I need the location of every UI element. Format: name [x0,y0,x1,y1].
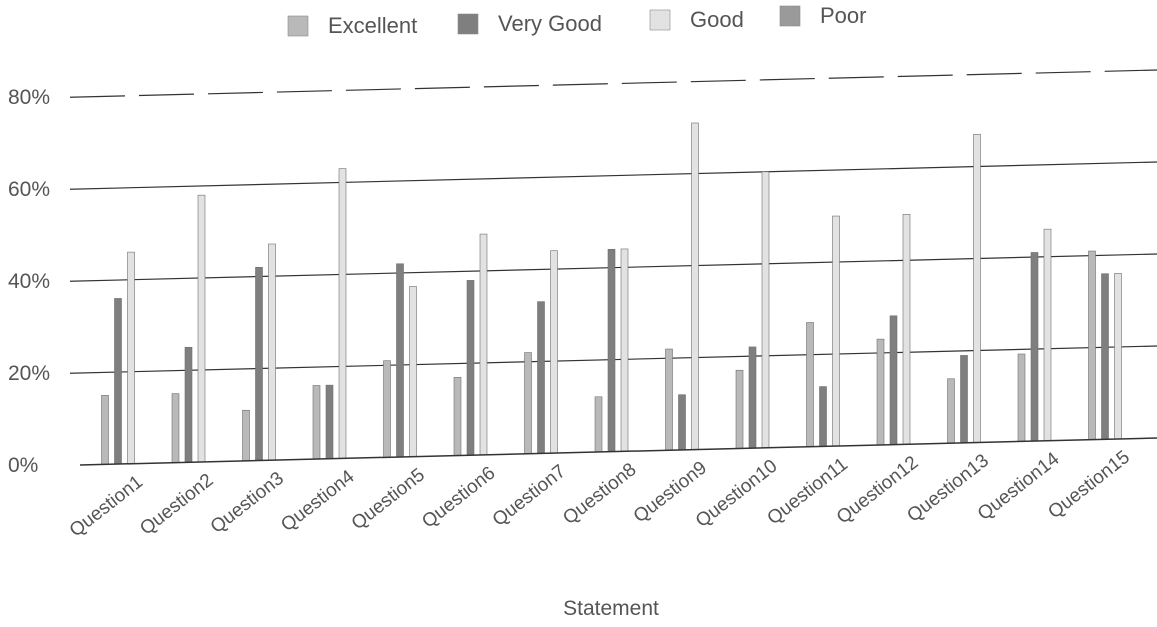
x-axis-title: Statement [563,597,659,620]
legend-label: Very Good [498,11,602,36]
x-axis-line [79,437,1157,466]
bar-very-good-question1 [114,298,122,465]
legend-label: Poor [820,3,866,28]
y-tick-label: 20% [8,362,50,385]
bar-good-question4 [338,168,347,459]
bar-very-good-question7 [537,301,545,454]
x-axis-baseline [79,437,1157,466]
x-tick-label: Question8 [559,459,640,529]
bar-excellent-question14 [1017,353,1026,442]
bar-excellent-question6 [453,377,462,456]
legend-swatch [457,13,479,35]
y-tick-label: 80% [8,86,50,109]
bar-excellent-question4 [312,385,321,460]
bar-very-good-question4 [325,384,334,460]
x-tick-label: Question5 [348,464,429,534]
bar-excellent-question7 [524,352,532,455]
bar-good-question2 [197,194,206,463]
bar-very-good-question3 [255,267,263,461]
bar-very-good-question8 [607,248,616,452]
x-tick-label: Question6 [418,463,499,533]
bar-excellent-question11 [806,322,814,447]
bar-good-question12 [902,213,911,445]
legend-label: Excellent [328,13,417,38]
bars [101,122,1122,465]
bar-good-question7 [550,250,558,454]
x-tick-label: Question4 [277,466,359,536]
bar-excellent-question2 [171,393,180,463]
bar-very-good-question15 [1101,273,1109,440]
y-tick-label: 60% [8,178,50,201]
y-tick-label: 0% [8,454,38,477]
bar-good-question9 [691,122,699,450]
x-tick-label: Question2 [136,470,217,540]
y-tick-label: 40% [8,270,50,293]
bar-very-good-question5 [396,263,404,458]
legend: Excellent Very Good Good Poor [287,3,866,38]
bar-excellent-question10 [735,369,744,449]
bar-very-good-question14 [1030,252,1039,442]
bar-very-good-question10 [748,346,757,449]
gridline [69,161,1157,190]
bar-good-question13 [973,134,981,443]
bar-very-good-question2 [184,346,193,463]
bar-very-good-question13 [960,355,968,444]
bar-excellent-question1 [101,395,109,465]
bar-excellent-question5 [383,360,391,458]
bar-excellent-question13 [947,378,955,444]
bar-good-question14 [1043,228,1052,442]
legend-swatch [649,9,671,31]
bar-good-question5 [409,286,417,457]
bar-excellent-question15 [1088,250,1096,440]
x-tick-label: Question1 [66,472,147,542]
bar-excellent-question12 [876,338,885,446]
bar-very-good-question9 [678,394,686,451]
bar-good-question15 [1114,273,1122,440]
x-tick-label: Question3 [207,468,288,538]
bar-good-question8 [620,248,629,452]
bar-excellent-question9 [665,348,673,451]
bar-good-question1 [127,251,135,465]
legend-label: Good [690,7,744,32]
bar-excellent-question8 [594,396,603,453]
x-tick-label: Question7 [489,461,570,531]
legend-swatch [287,15,309,37]
bar-good-question3 [268,243,276,461]
bar-very-good-question6 [466,280,475,456]
y-axis: 0% 20% 40% 60% 80% [8,86,50,477]
bar-very-good-question11 [819,386,827,447]
bar-very-good-question12 [889,315,898,445]
gridline [69,69,1157,98]
legend-swatch [779,5,801,27]
bar-good-question10 [761,171,770,449]
bar-good-question6 [479,233,488,456]
bar-good-question11 [832,215,840,447]
bar-excellent-question3 [242,409,250,462]
